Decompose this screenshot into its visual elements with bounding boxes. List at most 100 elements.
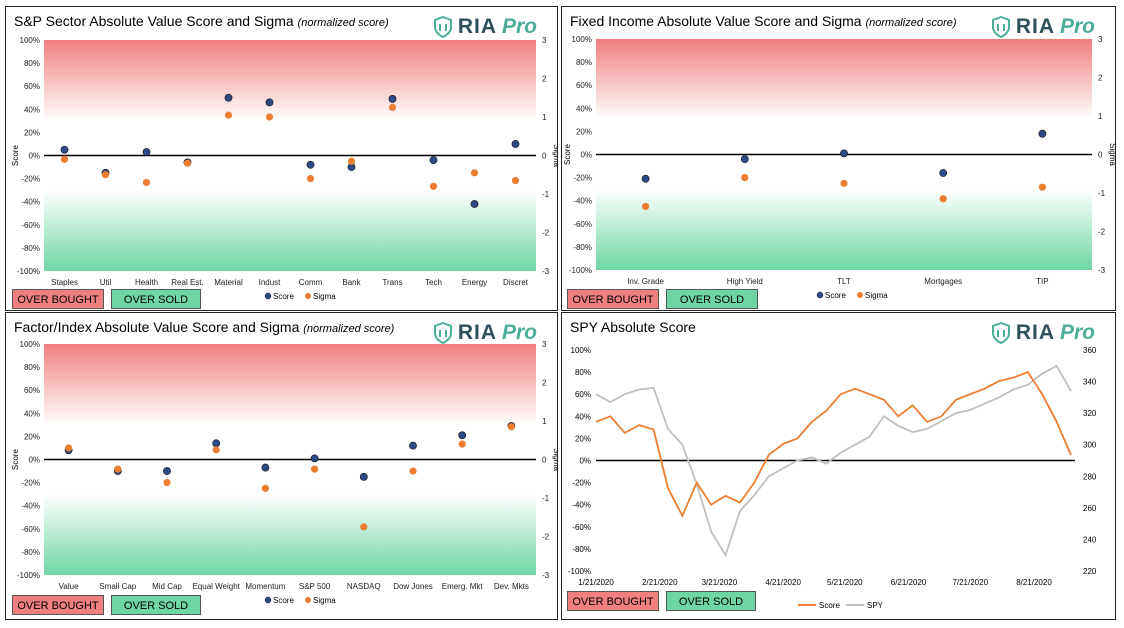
- legend-sigma-marker: [305, 293, 311, 299]
- y2-axis-label: Sigma: [552, 144, 557, 167]
- sigma-point: [142, 178, 151, 187]
- spy-line: [595, 364, 1072, 558]
- panel-title: Factor/Index Absolute Value Score and Si…: [14, 319, 394, 335]
- logo-ria-text: RIA: [457, 15, 497, 38]
- logo-ria-text: RIA: [1015, 15, 1055, 38]
- sigma-point: [224, 111, 233, 119]
- legend-sigma-label: Sigma: [313, 596, 336, 605]
- oversold-legend: OVER SOLD: [111, 289, 201, 309]
- y-tick-label: -100%: [17, 571, 40, 580]
- x-tick-label: Mid Cap: [152, 582, 182, 591]
- oversold-zone: [44, 494, 536, 575]
- legend-score-marker: [816, 291, 824, 299]
- overbought-legend: OVER BOUGHT: [12, 595, 104, 615]
- y-tick-label: -60%: [21, 525, 40, 534]
- score-point: [306, 160, 315, 169]
- oversold-legend: OVER SOLD: [666, 591, 756, 611]
- y2-tick-label: 260: [1083, 504, 1097, 513]
- x-tick-label: Emerg. Mkt: [442, 582, 484, 591]
- score-point: [163, 467, 171, 475]
- y-tick-label: -60%: [21, 221, 40, 230]
- sigma-point: [311, 465, 319, 473]
- title-note: (normalized score): [303, 323, 395, 335]
- sigma-point: [163, 479, 171, 487]
- x-tick-label: Trans: [382, 278, 402, 287]
- title-text: SPY Absolute Score: [570, 319, 696, 335]
- x-tick-label: TLT: [837, 277, 851, 286]
- x-tick-label: 4/21/2020: [765, 578, 801, 587]
- score-point: [470, 200, 479, 208]
- y2-tick-label: 340: [1083, 378, 1097, 387]
- y-tick-label: 100%: [20, 340, 40, 349]
- logo-pro-text: Pro: [501, 15, 537, 38]
- sigma-point: [409, 467, 417, 475]
- legend-sigma-marker: [305, 597, 311, 603]
- overbought-zone: [44, 344, 536, 425]
- logo-ria-text: RIA: [1015, 321, 1055, 344]
- x-tick-label: Indust: [259, 278, 282, 287]
- y2-tick-label: 2: [542, 379, 547, 388]
- y-tick-label: 20%: [575, 434, 591, 443]
- oversold-zone: [44, 190, 536, 271]
- x-tick-label: High Yield: [727, 277, 763, 286]
- y-tick-label: 0%: [28, 456, 40, 465]
- x-tick-label: Mortgages: [924, 277, 962, 286]
- y-tick-label: 20%: [24, 128, 40, 137]
- shield-icon: [991, 16, 1010, 38]
- y-tick-label: 80%: [24, 59, 40, 68]
- x-tick-label: Equal Weight: [192, 582, 240, 591]
- legend-score-label: Score: [273, 292, 294, 301]
- y2-axis-label: Sigma: [1108, 143, 1115, 166]
- x-tick-label: S&P 500: [299, 582, 331, 591]
- y2-tick-label: 1: [542, 417, 547, 426]
- panel-sector: S&P Sector Absolute Value Score and Sigm…: [5, 6, 558, 311]
- x-tick-label: 5/21/2020: [827, 578, 863, 587]
- y2-tick-label: 280: [1083, 472, 1097, 481]
- y-tick-label: 40%: [575, 412, 591, 421]
- shield-icon: [991, 322, 1010, 344]
- overbought-legend: OVER BOUGHT: [567, 289, 659, 309]
- y2-tick-label: 220: [1083, 567, 1097, 576]
- legend-score-marker: [264, 292, 272, 300]
- y2-tick-label: -3: [1098, 266, 1106, 275]
- ria-pro-logo: RIA Pro: [991, 15, 1095, 39]
- y-tick-label: 0%: [580, 151, 592, 160]
- overbought-legend: OVER BOUGHT: [567, 591, 659, 611]
- x-tick-label: 6/21/2020: [891, 578, 927, 587]
- sigma-point: [306, 175, 315, 183]
- y2-tick-label: 1: [1098, 112, 1103, 121]
- y2-tick-label: -2: [542, 533, 550, 542]
- x-tick-label: Momentum: [245, 582, 285, 591]
- sigma-point: [429, 182, 438, 190]
- y-axis-label: Score: [563, 144, 572, 165]
- y2-tick-label: 300: [1083, 441, 1097, 450]
- score-point: [224, 93, 233, 102]
- y-tick-label: 40%: [24, 105, 40, 114]
- logo-pro-text: Pro: [501, 321, 537, 344]
- score-point: [1038, 129, 1047, 138]
- legend-sigma-marker: [857, 292, 863, 298]
- score-point: [359, 472, 368, 481]
- y-tick-label: 0%: [579, 457, 591, 466]
- y-tick-label: -100%: [568, 567, 591, 576]
- x-tick-label: 3/21/2020: [702, 578, 738, 587]
- sigma-point: [741, 174, 749, 182]
- y-tick-label: -20%: [573, 174, 592, 183]
- y-tick-label: 60%: [576, 81, 592, 90]
- y2-tick-label: 3: [542, 340, 547, 349]
- x-tick-label: Discret: [503, 278, 529, 287]
- y-tick-label: -80%: [21, 244, 40, 253]
- panel-factor-index: Factor/Index Absolute Value Score and Si…: [5, 312, 558, 620]
- sigma-point: [458, 440, 466, 448]
- chart-factor-index: 100% 80% 60% 40% 20% 0% -20% -40% -60% -80% -100% 3…: [11, 340, 557, 605]
- chart-spy: 100% 80% 60% 40% 20% 0% -20% -40% -60% -80% -100% 3…: [568, 346, 1097, 610]
- y-tick-label: -60%: [572, 523, 591, 532]
- y2-tick-label: 1: [542, 113, 547, 122]
- y2-tick-label: 360: [1083, 346, 1097, 355]
- sigma-point: [642, 202, 650, 211]
- y-tick-label: 0%: [28, 152, 40, 161]
- y-tick-label: 80%: [576, 58, 592, 67]
- sigma-point: [261, 484, 269, 492]
- legend-sigma-label: Sigma: [313, 292, 336, 301]
- y2-tick-label: 3: [1098, 35, 1103, 44]
